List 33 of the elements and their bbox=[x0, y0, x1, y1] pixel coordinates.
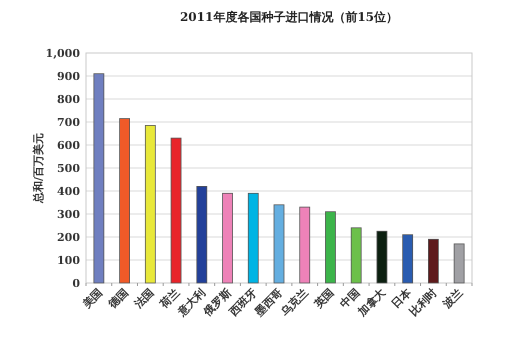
y-tick-label: 800 bbox=[57, 93, 80, 106]
chart-title: 2011年度各国种子进口情况（前15位） bbox=[180, 10, 398, 24]
bar bbox=[196, 186, 208, 284]
y-tick-label: 900 bbox=[57, 70, 80, 83]
bar bbox=[428, 238, 439, 284]
y-tick-label: 0 bbox=[72, 277, 80, 290]
x-tick-label: 英国 bbox=[311, 286, 337, 312]
y-tick-label: 300 bbox=[57, 208, 80, 221]
bar bbox=[454, 244, 465, 284]
bar bbox=[350, 227, 362, 284]
y-tick-label: 500 bbox=[57, 162, 80, 175]
bar bbox=[222, 192, 233, 284]
bar bbox=[248, 192, 259, 284]
bar bbox=[170, 138, 182, 284]
y-tick-label: 200 bbox=[57, 231, 80, 244]
y-tick-label: 400 bbox=[57, 185, 80, 198]
x-tick-label: 美国 bbox=[80, 286, 105, 312]
bar bbox=[119, 118, 130, 284]
bar bbox=[274, 204, 284, 284]
bar bbox=[299, 206, 310, 284]
y-axis-title: 总和/百万美元 bbox=[32, 132, 45, 204]
bar bbox=[376, 230, 388, 284]
y-tick-label: 600 bbox=[57, 139, 80, 152]
bar bbox=[144, 125, 156, 284]
bar bbox=[402, 234, 414, 284]
y-tick-label: 100 bbox=[57, 254, 80, 267]
y-tick-label: 1,000 bbox=[46, 47, 80, 60]
x-tick-label: 波兰 bbox=[440, 286, 466, 312]
bar bbox=[93, 73, 104, 284]
x-tick-label: 德国 bbox=[105, 286, 131, 312]
y-tick-label: 700 bbox=[57, 116, 80, 129]
x-tick-label: 法国 bbox=[131, 286, 156, 312]
bar bbox=[325, 211, 336, 284]
